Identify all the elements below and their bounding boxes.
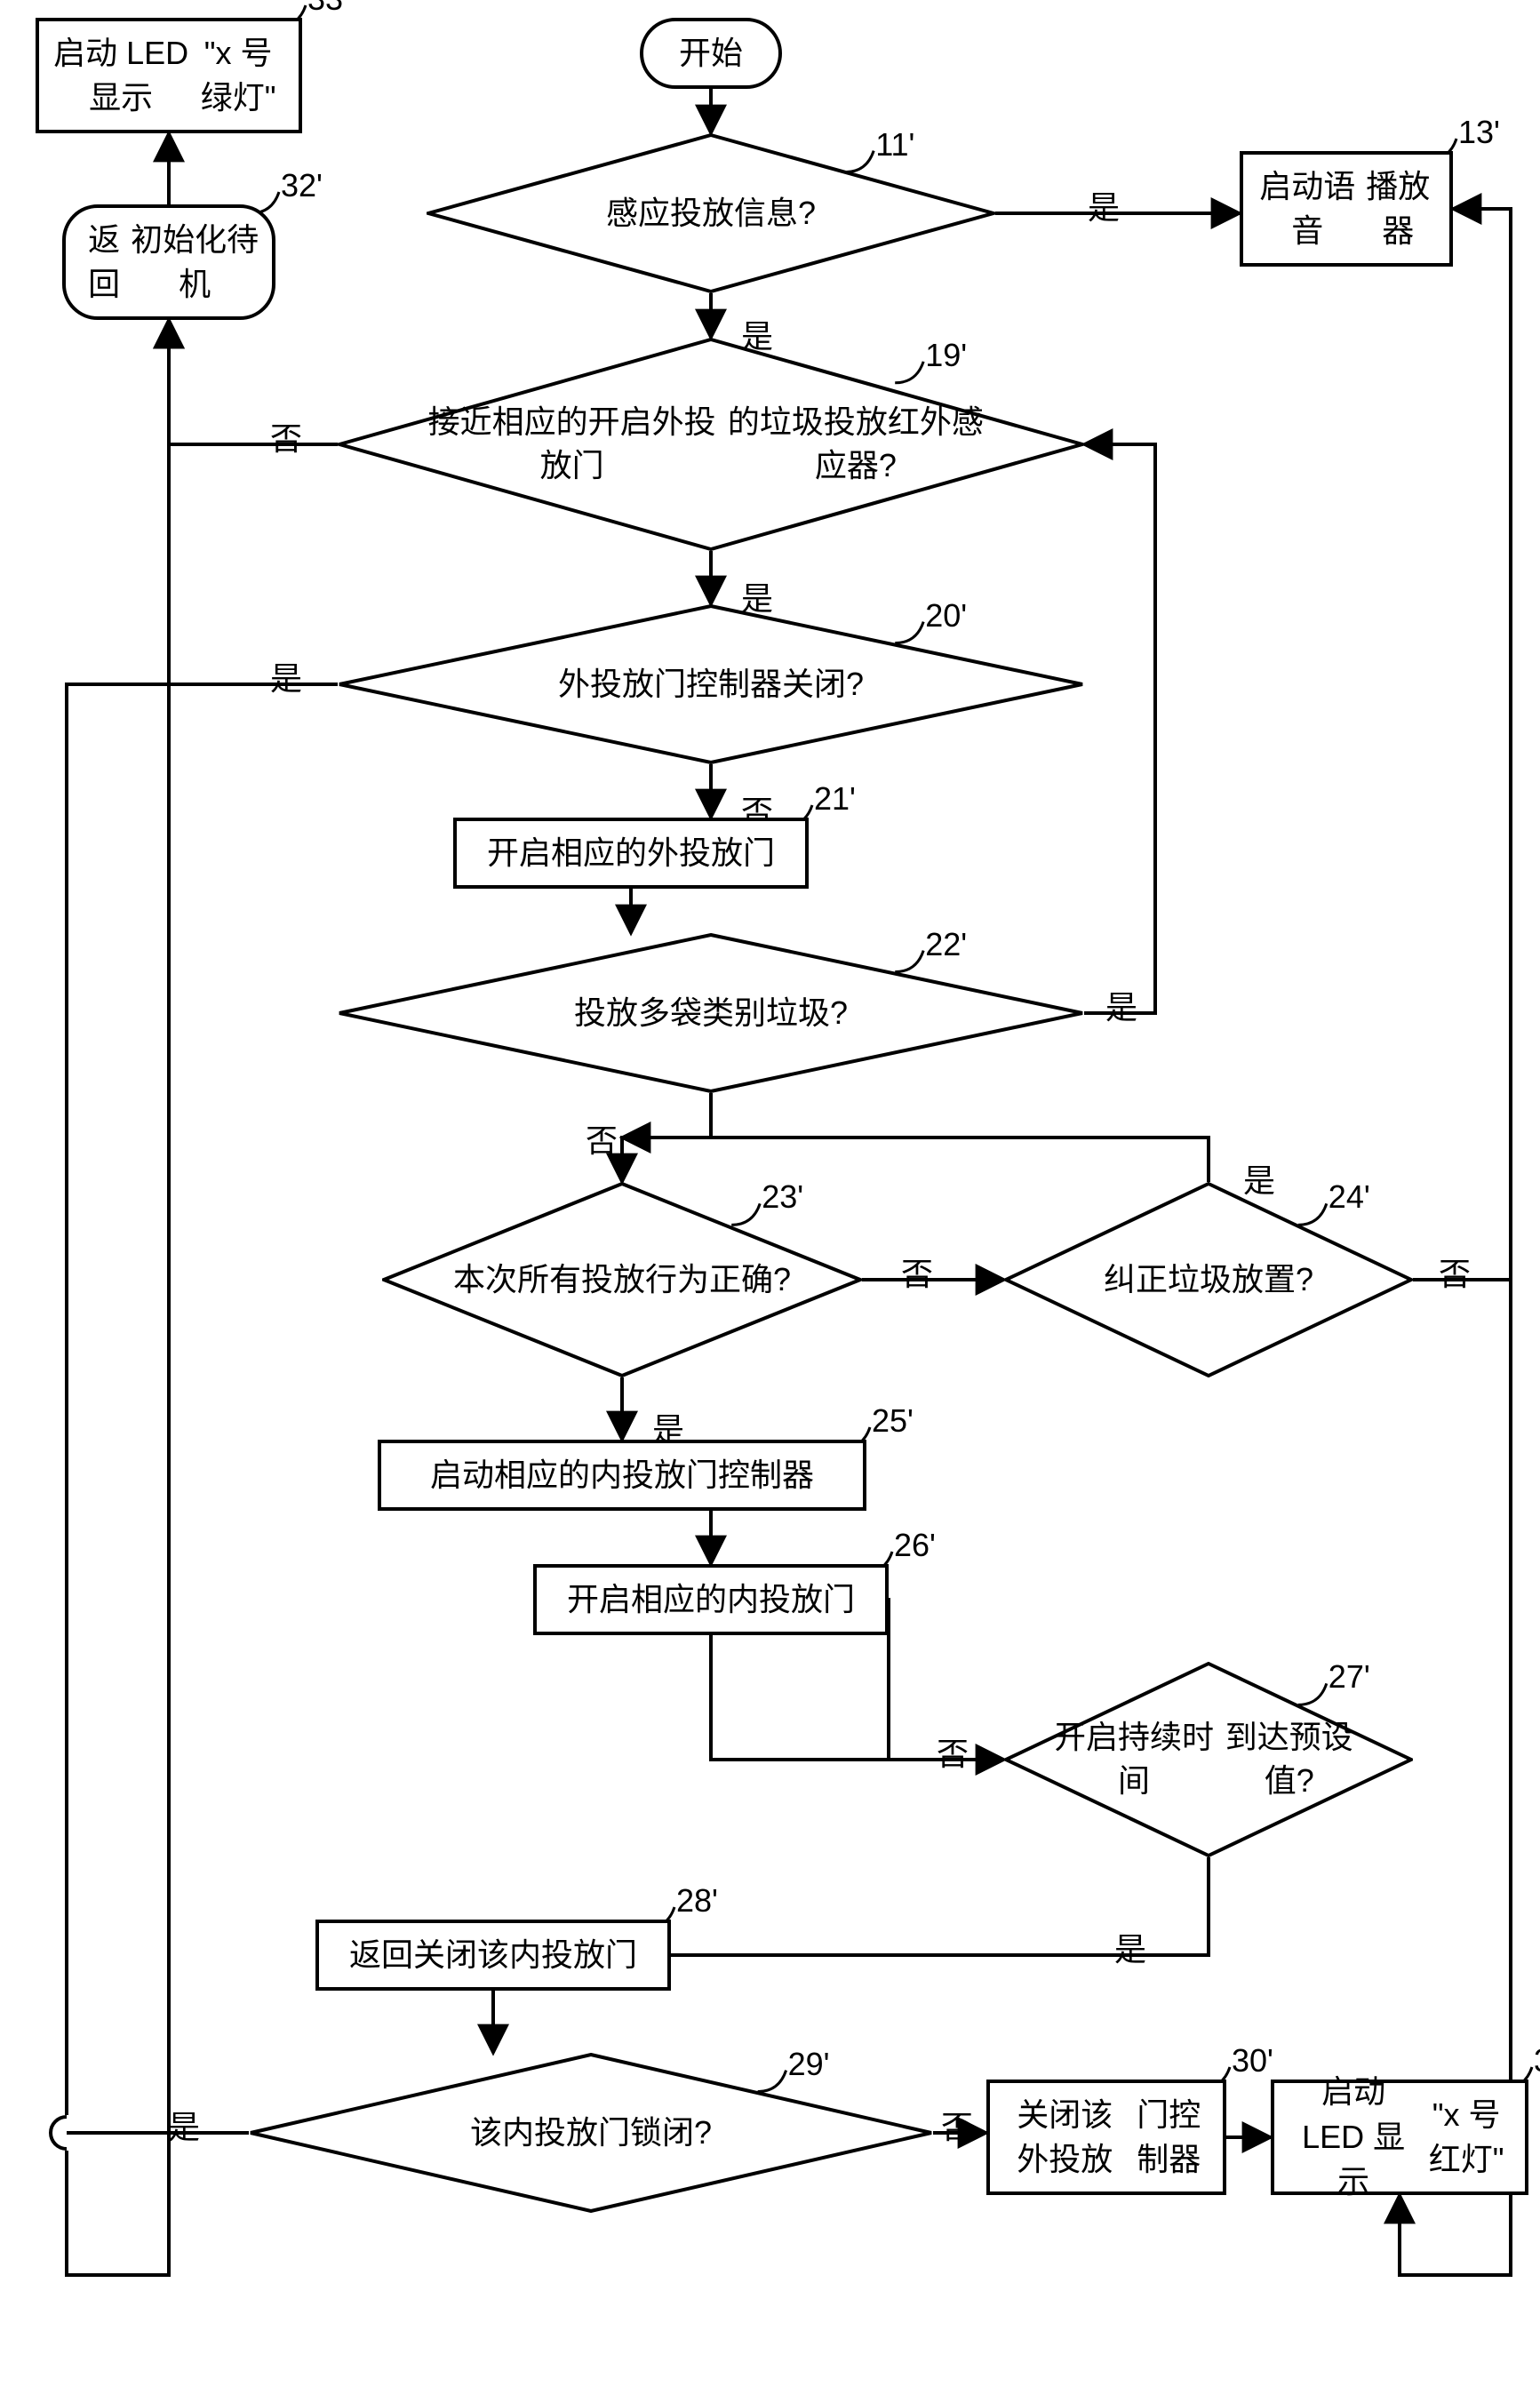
ref-label: 32': [281, 167, 323, 204]
node-n33: 启动 LED 显示"x 号绿灯": [36, 18, 302, 133]
node-n31: 启动 LED 显示"x 号红灯": [1271, 2080, 1528, 2195]
ref-label: 33': [307, 0, 349, 18]
flowchart-canvas: 是是是否否是否是是否是否否是否是启动 LED 显示"x 号绿灯"33'返回初始化…: [0, 0, 1540, 2387]
node-n19: 接近相应的开启外投放门的垃圾投放红外感应器?: [338, 338, 1084, 551]
edge-label: 否: [898, 1249, 937, 1295]
ref-label: 22': [925, 926, 967, 963]
node-n20: 外投放门控制器关闭?: [338, 604, 1084, 764]
node-n25: 启动相应的内投放门控制器: [378, 1440, 866, 1511]
edge-label: 否: [1435, 1249, 1474, 1295]
ref-label: 23': [762, 1178, 803, 1216]
decision-label: 投放多袋类别垃圾?: [338, 933, 1084, 1093]
ref-label: 27': [1329, 1658, 1370, 1696]
ref-label: 29': [788, 2046, 830, 2083]
edge-label: 否: [582, 1115, 621, 1162]
ref-label: 11': [875, 126, 914, 164]
edge-label: 是: [164, 2102, 203, 2148]
edge-label: 否: [267, 413, 306, 459]
edge-label: 否: [938, 2102, 977, 2148]
node-start: 开始: [640, 18, 782, 89]
node-n28: 返回关闭该内投放门: [315, 1920, 671, 1991]
ref-label: 20': [925, 597, 967, 635]
ref-label: 19': [925, 337, 967, 374]
edge-label: 是: [1111, 1924, 1150, 1970]
ref-label: 24': [1329, 1178, 1370, 1216]
decision-label: 该内投放门锁闭?: [249, 2053, 933, 2213]
decision-label: 接近相应的开启外投放门的垃圾投放红外感应器?: [338, 338, 1084, 551]
decision-label: 外投放门控制器关闭?: [338, 604, 1084, 764]
ref-label: 28': [676, 1882, 718, 1920]
edge-label: 是: [1102, 982, 1141, 1028]
ref-label: 30': [1232, 2042, 1273, 2080]
edge-label: 否: [933, 1728, 972, 1775]
node-n32: 返回初始化待机: [62, 204, 275, 320]
node-n26: 开启相应的内投放门: [533, 1564, 889, 1635]
node-n30: 关闭该外投放门控制器: [986, 2080, 1226, 2195]
ref-label: 31': [1534, 2042, 1540, 2080]
ref-label: 25': [872, 1402, 914, 1440]
edge-label: 是: [1084, 182, 1123, 228]
node-n29: 该内投放门锁闭?: [249, 2053, 933, 2213]
node-n22: 投放多袋类别垃圾?: [338, 933, 1084, 1093]
ref-label: 21': [814, 780, 856, 818]
edge-label: 是: [267, 653, 306, 699]
ref-label: 26': [894, 1527, 936, 1564]
node-n21: 开启相应的外投放门: [453, 818, 809, 889]
node-n13: 启动语音播放器: [1240, 151, 1453, 267]
ref-label: 13': [1458, 114, 1500, 151]
